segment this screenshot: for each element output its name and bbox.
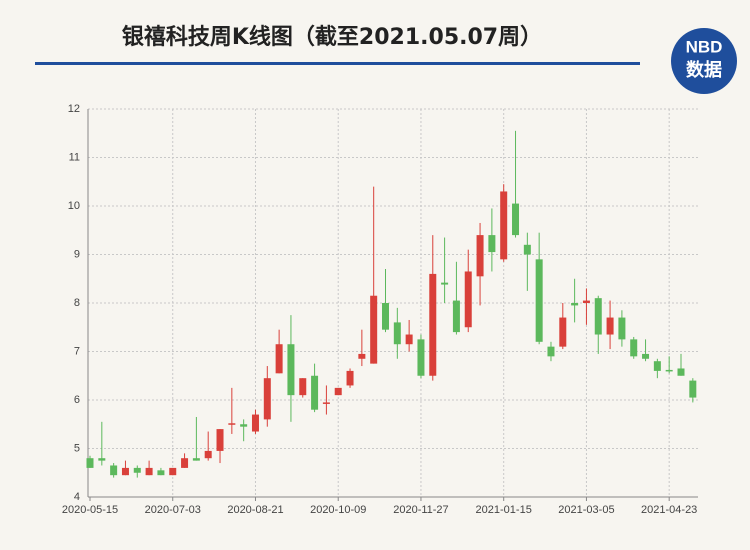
y-tick-label: 8 (74, 297, 80, 309)
candle-body (559, 317, 567, 347)
x-tick-label: 2020-08-21 (227, 504, 283, 516)
candle-body (228, 423, 236, 425)
logo-top: NBD (686, 37, 723, 56)
candle-body (642, 353, 650, 359)
candle-body (571, 303, 579, 306)
y-tick-label: 6 (74, 394, 80, 406)
candle-body (523, 244, 531, 255)
candle-body (346, 370, 354, 386)
candle-body (121, 467, 129, 476)
y-tick-label: 12 (68, 103, 80, 115)
candle-body (689, 380, 697, 398)
x-tick-label: 2020-05-15 (62, 504, 118, 516)
y-tick-label: 9 (74, 248, 80, 260)
candle-body (287, 344, 295, 396)
candle-body (157, 470, 165, 476)
candle-body (311, 375, 319, 410)
candle-body (263, 378, 271, 420)
title-rule (35, 62, 640, 65)
candle-body (322, 402, 330, 404)
y-tick-label: 4 (74, 491, 80, 503)
logo-bottom: 数据 (686, 59, 722, 81)
candle-body (594, 298, 602, 335)
candle-body (370, 295, 378, 364)
candle-body (169, 467, 177, 476)
x-tick-label: 2021-01-15 (476, 504, 532, 516)
y-tick-label: 5 (74, 442, 80, 454)
candle-body (393, 322, 401, 345)
candle-body (98, 458, 106, 461)
candle-body (488, 235, 496, 253)
y-tick-label: 10 (68, 200, 80, 212)
candle-body (476, 235, 484, 277)
x-tick-label: 2021-03-05 (558, 504, 614, 516)
candle-body (606, 317, 614, 335)
candle-body (240, 424, 248, 427)
candle-body (216, 429, 224, 451)
candle-body (441, 282, 449, 285)
candle-body (500, 191, 508, 260)
candle-body (665, 369, 673, 372)
candle-body (582, 300, 590, 303)
candle-body (512, 203, 520, 236)
candle-body (535, 259, 543, 342)
x-tick-label: 2020-07-03 (145, 504, 201, 516)
candle-body (358, 353, 366, 359)
candle-body (110, 465, 118, 476)
candle-body (429, 273, 437, 376)
candle-body (133, 467, 141, 473)
candle-body (145, 467, 153, 476)
logo (671, 28, 737, 94)
x-tick-label: 2021-04-23 (641, 504, 697, 516)
candle-body (334, 387, 342, 396)
candle-body (618, 317, 626, 340)
candle-body (452, 300, 460, 333)
candle-body (251, 414, 259, 432)
x-tick-label: 2020-11-27 (393, 504, 448, 516)
candle-body (417, 339, 425, 376)
candle-body (192, 458, 200, 461)
y-tick-label: 7 (74, 345, 80, 357)
candle-body (181, 458, 189, 468)
chart-title: 银禧科技周K线图（截至2021.05.07周） (122, 24, 542, 50)
candle-body (653, 361, 661, 371)
y-tick-label: 11 (69, 151, 80, 163)
plot: 4 5 6 7 8 9 10 11 12 2020-05-15 2020-07-03 2020-08-… (62, 103, 698, 516)
candle-body (405, 334, 413, 345)
candle-body (677, 368, 685, 376)
candle-body (464, 271, 472, 328)
candle-body (275, 344, 283, 374)
candle-body (382, 303, 389, 330)
candle-body (630, 339, 638, 357)
candle-body (299, 378, 307, 396)
candle-body (547, 346, 555, 357)
candle-body (86, 458, 94, 468)
x-tick-label: 2020-10-09 (310, 504, 366, 516)
candle-body (204, 450, 212, 459)
